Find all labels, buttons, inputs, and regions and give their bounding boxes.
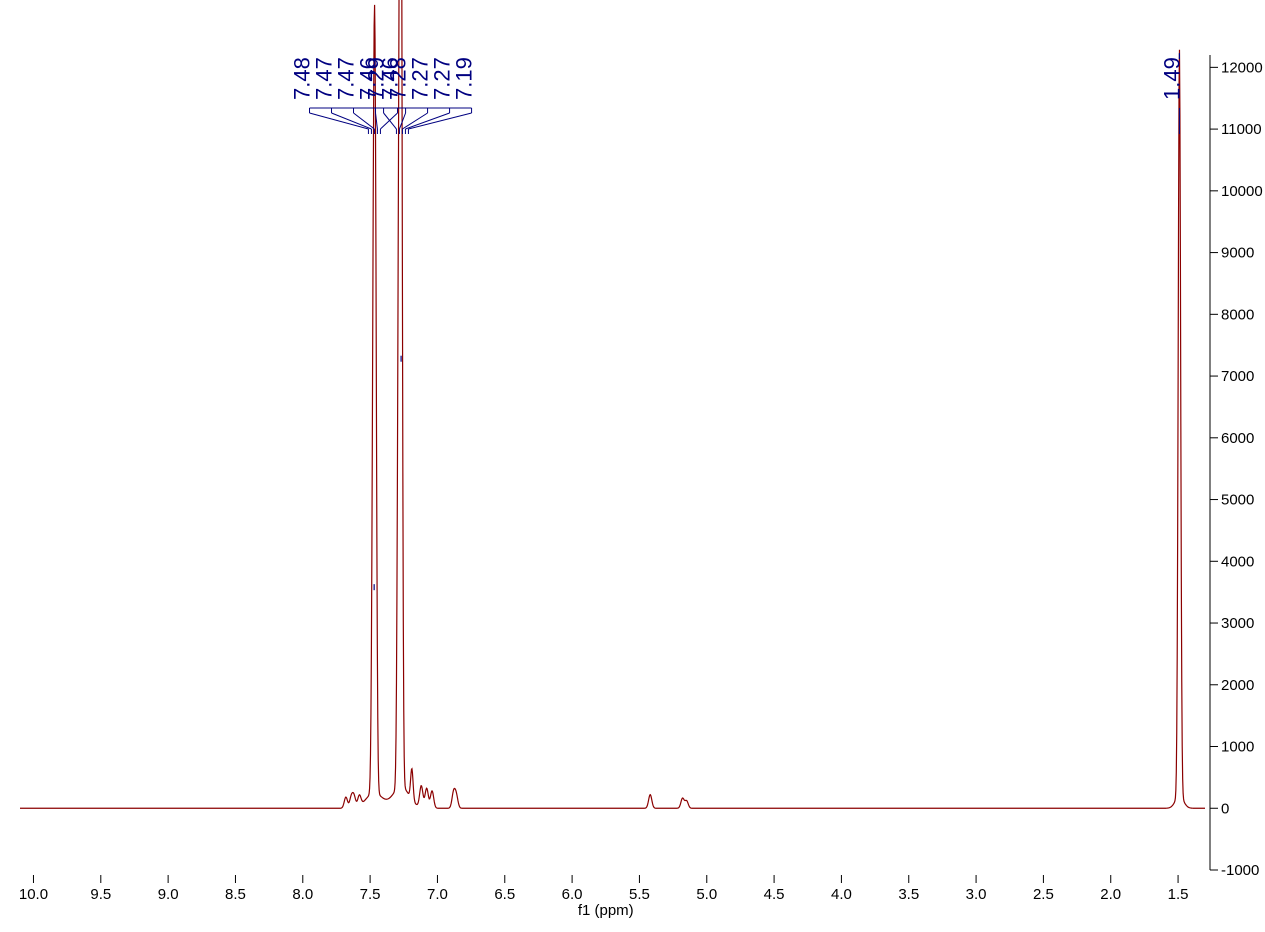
x-axis-title: f1 (ppm) [578, 902, 634, 919]
y-tick-label: 9000 [1221, 245, 1254, 262]
y-tick-label: 4000 [1221, 553, 1254, 570]
nmr-svg: 10.0 9.5 9.0 8.5 8.0 7.5 7.0 6.5 6.0 5.5 5.0 4.5 4.0… [0, 0, 1265, 932]
peak-label-leader [310, 113, 369, 129]
x-tick-label: 7.5 [360, 886, 381, 903]
x-tick-label: 3.5 [898, 886, 919, 903]
x-tick-label: 9.0 [158, 886, 179, 903]
x-tick-label: 4.5 [764, 886, 785, 903]
x-tick-label: 2.0 [1100, 886, 1121, 903]
x-tick-label: 6.0 [562, 886, 583, 903]
y-tick-label: 10000 [1221, 183, 1263, 200]
x-tick-label: 8.0 [292, 886, 313, 903]
nmr-spectrum-container: 10.0 9.5 9.0 8.5 8.0 7.5 7.0 6.5 6.0 5.5 5.0 4.5 4.0… [0, 0, 1265, 932]
x-tick-label: 7.0 [427, 886, 448, 903]
y-tick-label: 8000 [1221, 306, 1254, 323]
x-tick-label: 10.0 [19, 886, 48, 903]
y-tick-label: 3000 [1221, 615, 1254, 632]
x-tick-label: 4.0 [831, 886, 852, 903]
x-tick-label: 6.5 [494, 886, 515, 903]
peak-ppm-label: 1.49 [1159, 57, 1184, 100]
peak-label-leader [402, 113, 427, 129]
x-tick-label: 2.5 [1033, 886, 1054, 903]
peak-label-leader [354, 113, 375, 129]
peak-label-leader [405, 113, 449, 129]
x-tick-label: 8.5 [225, 886, 246, 903]
y-tick-label: 11000 [1221, 121, 1262, 138]
peak-ppm-label: 7.19 [452, 57, 477, 100]
y-tick-label: 6000 [1221, 430, 1254, 447]
x-tick-label: 5.0 [696, 886, 717, 903]
y-tick-label: 0 [1221, 800, 1229, 817]
y-tick-label: 5000 [1221, 492, 1254, 509]
x-tick-label: 1.5 [1168, 886, 1189, 903]
spectrum-trace [20, 0, 1205, 808]
y-tick-label: 12000 [1221, 59, 1263, 76]
x-tick-label: 5.5 [629, 886, 650, 903]
x-tick-label: 9.5 [90, 886, 111, 903]
peak-label-leader [408, 113, 471, 129]
y-tick-label: 1000 [1221, 739, 1254, 756]
y-tick-label: 7000 [1221, 368, 1254, 385]
y-tick-label: 2000 [1221, 677, 1254, 694]
x-tick-label: 3.0 [966, 886, 987, 903]
y-tick-label: -1000 [1221, 862, 1259, 879]
